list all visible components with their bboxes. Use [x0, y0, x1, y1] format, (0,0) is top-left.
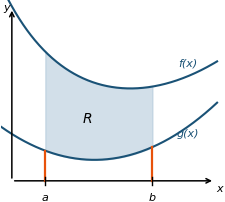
Text: x: x: [216, 183, 223, 193]
Text: g(x): g(x): [177, 128, 199, 138]
Text: f(x): f(x): [178, 59, 197, 69]
Text: y: y: [3, 3, 10, 13]
Text: b: b: [149, 192, 156, 202]
Text: a: a: [42, 192, 49, 202]
Text: R: R: [83, 111, 92, 125]
